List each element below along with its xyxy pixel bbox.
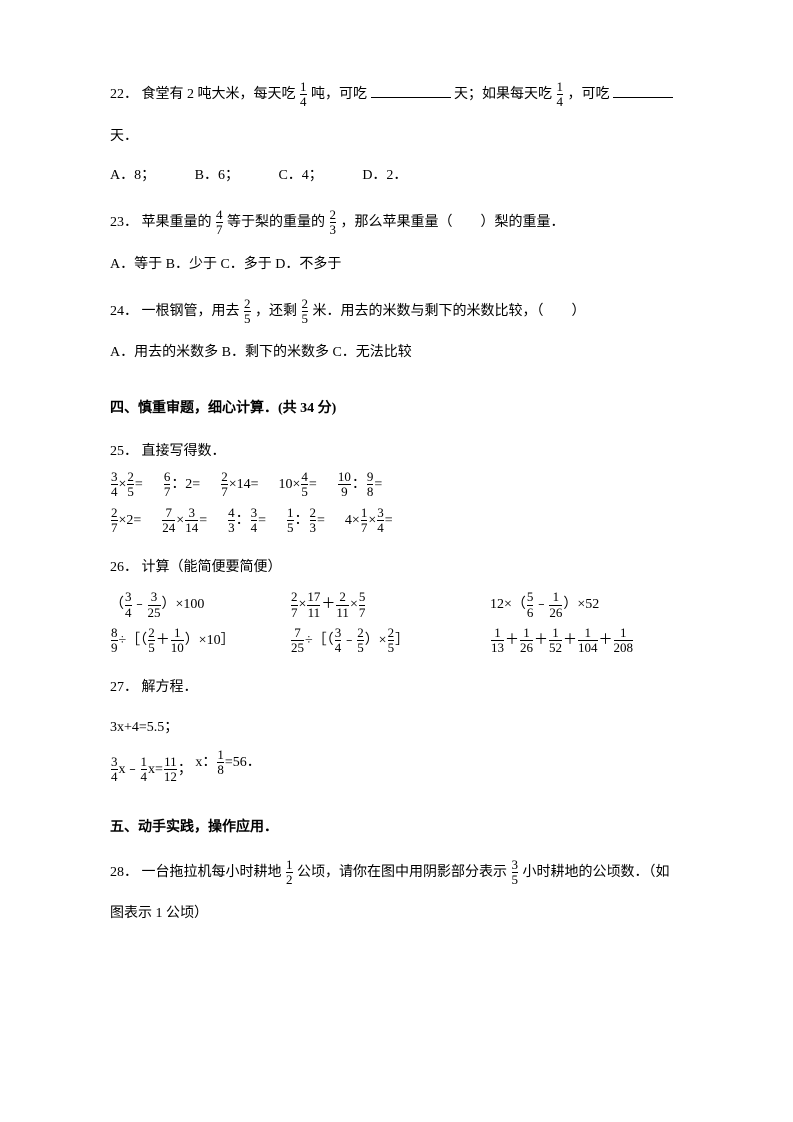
q24-t3: 米．用去的米数与剩下的米数比较，（ ） [313, 304, 586, 319]
frac: 14 [300, 80, 307, 110]
page: 22． 食堂有 2 吨大米，每天吃 14 吨，可吃 天；如果每天吃 14 ，可吃… [0, 0, 793, 987]
expr: 27×1711＋211×57 [290, 590, 470, 620]
opt-c: C．4； [278, 168, 322, 183]
q24-t2: ，还剩 [255, 304, 297, 319]
q23-t2: 等于梨的重量的 [227, 215, 325, 230]
q26: 26． 计算（能简便要简便） （34﹣325）×100 27×1711＋211×… [110, 555, 683, 655]
q28-t4: 图表示 1 公顷） [110, 901, 683, 926]
blank [371, 83, 451, 98]
q22-options: A．8； B．6； C．4； D．2． [110, 163, 683, 188]
q22-num: 22． [110, 87, 138, 102]
q28-t3: 小时耕地的公顷数．（如 [523, 865, 670, 880]
frac: 25 [244, 297, 251, 327]
expr: 34×25= [110, 470, 143, 500]
opt-b: B．6； [195, 168, 239, 183]
frac: 12 [286, 858, 293, 888]
q26-num: 26． [110, 560, 138, 575]
expr: 89÷［（25＋110）×10］ [110, 626, 270, 656]
q25: 25． 直接写得数． 34×25= 67：2= 27×14= 10×45= 10… [110, 439, 683, 535]
q23-num: 23． [110, 215, 138, 230]
q23-t3: ，那么苹果重量（ ）梨的重量． [341, 215, 565, 230]
expr: 4×17×34= [345, 506, 393, 536]
q27-t1: 解方程． [142, 680, 198, 695]
expr: （34﹣325）×100 [110, 590, 270, 620]
q23-opts: A．等于 B．少于 C．多于 D．不多于 [110, 252, 683, 277]
q26-row2: 89÷［（25＋110）×10］ 725÷［（34﹣25）×25］ 113＋12… [110, 626, 683, 656]
q27-e1: 3x+4=5.5； [110, 715, 683, 740]
q28-t1: 一台拖拉机每小时耕地 [142, 865, 282, 880]
opt-a: A．8； [110, 168, 155, 183]
expr: 12×（56﹣126）×52 [490, 590, 599, 620]
frac: 35 [512, 858, 519, 888]
q25-num: 25． [110, 444, 138, 459]
q24-t1: 一根钢管，用去 [142, 304, 240, 319]
q24-opts: A．用去的米数多 B．剩下的米数多 C．无法比较 [110, 340, 683, 365]
frac: 47 [216, 208, 223, 238]
q27: 27． 解方程． 3x+4=5.5； 34x﹣14x=1112； x：18 =5… [110, 675, 683, 784]
q28-t2: 公顷，请你在图中用阴影部分表示 [297, 865, 507, 880]
section4-title: 四、慎重审题，细心计算．(共 34 分) [110, 396, 683, 421]
q22-t1: 食堂有 2 吨大米，每天吃 [142, 87, 296, 102]
expr: 27×2= [110, 506, 141, 536]
q27-num: 27． [110, 680, 138, 695]
q28: 28． 一台拖拉机每小时耕地 12 公顷，请你在图中用阴影部分表示 35 小时耕… [110, 858, 683, 927]
q28-num: 28． [110, 865, 138, 880]
q25-row2: 27×2= 724×314= 43：34= 15：23= 4×17×34= [110, 506, 683, 536]
frac: 25 [302, 297, 309, 327]
q22-t2: 吨，可吃 [311, 87, 367, 102]
expr: 67：2= [163, 470, 200, 500]
frac: 14 [557, 80, 564, 110]
q24-num: 24． [110, 304, 138, 319]
expr: 109：98= [337, 470, 382, 500]
expr: 43：34= [227, 506, 266, 536]
q25-row1: 34×25= 67：2= 27×14= 10×45= 109：98= [110, 470, 683, 500]
q27-e2: 34x﹣14x=1112； [110, 755, 192, 785]
expr: 15：23= [286, 506, 325, 536]
q26-row1: （34﹣325）×100 27×1711＋211×57 12×（56﹣126）×… [110, 590, 683, 620]
q22-t4: ，可吃 [568, 87, 610, 102]
q23: 23． 苹果重量的 47 等于梨的重量的 23 ，那么苹果重量（ ）梨的重量． … [110, 208, 683, 277]
q23-t1: 苹果重量的 [142, 215, 212, 230]
q24: 24． 一根钢管，用去 25 ，还剩 25 米．用去的米数与剩下的米数比较，（ … [110, 297, 683, 366]
section5-title: 五、动手实践，操作应用． [110, 815, 683, 840]
opt-d: D．2． [362, 168, 407, 183]
expr: 724×314= [161, 506, 207, 536]
q25-t1: 直接写得数． [142, 444, 226, 459]
expr: 113＋126＋152＋1104＋1208 [490, 626, 634, 656]
q27-e3: x：18 =56． [195, 748, 260, 778]
expr: 725÷［（34﹣25）×25］ [290, 626, 470, 656]
q22-t3: 天；如果每天吃 [454, 87, 552, 102]
frac: 23 [330, 208, 337, 238]
q26-t1: 计算（能简便要简便） [142, 560, 282, 575]
expr: 27×14= [220, 470, 258, 500]
q22-t5: 天． [110, 124, 683, 149]
expr: 10×45= [279, 470, 317, 500]
q22: 22． 食堂有 2 吨大米，每天吃 14 吨，可吃 天；如果每天吃 14 ，可吃… [110, 80, 683, 188]
blank [613, 83, 673, 98]
